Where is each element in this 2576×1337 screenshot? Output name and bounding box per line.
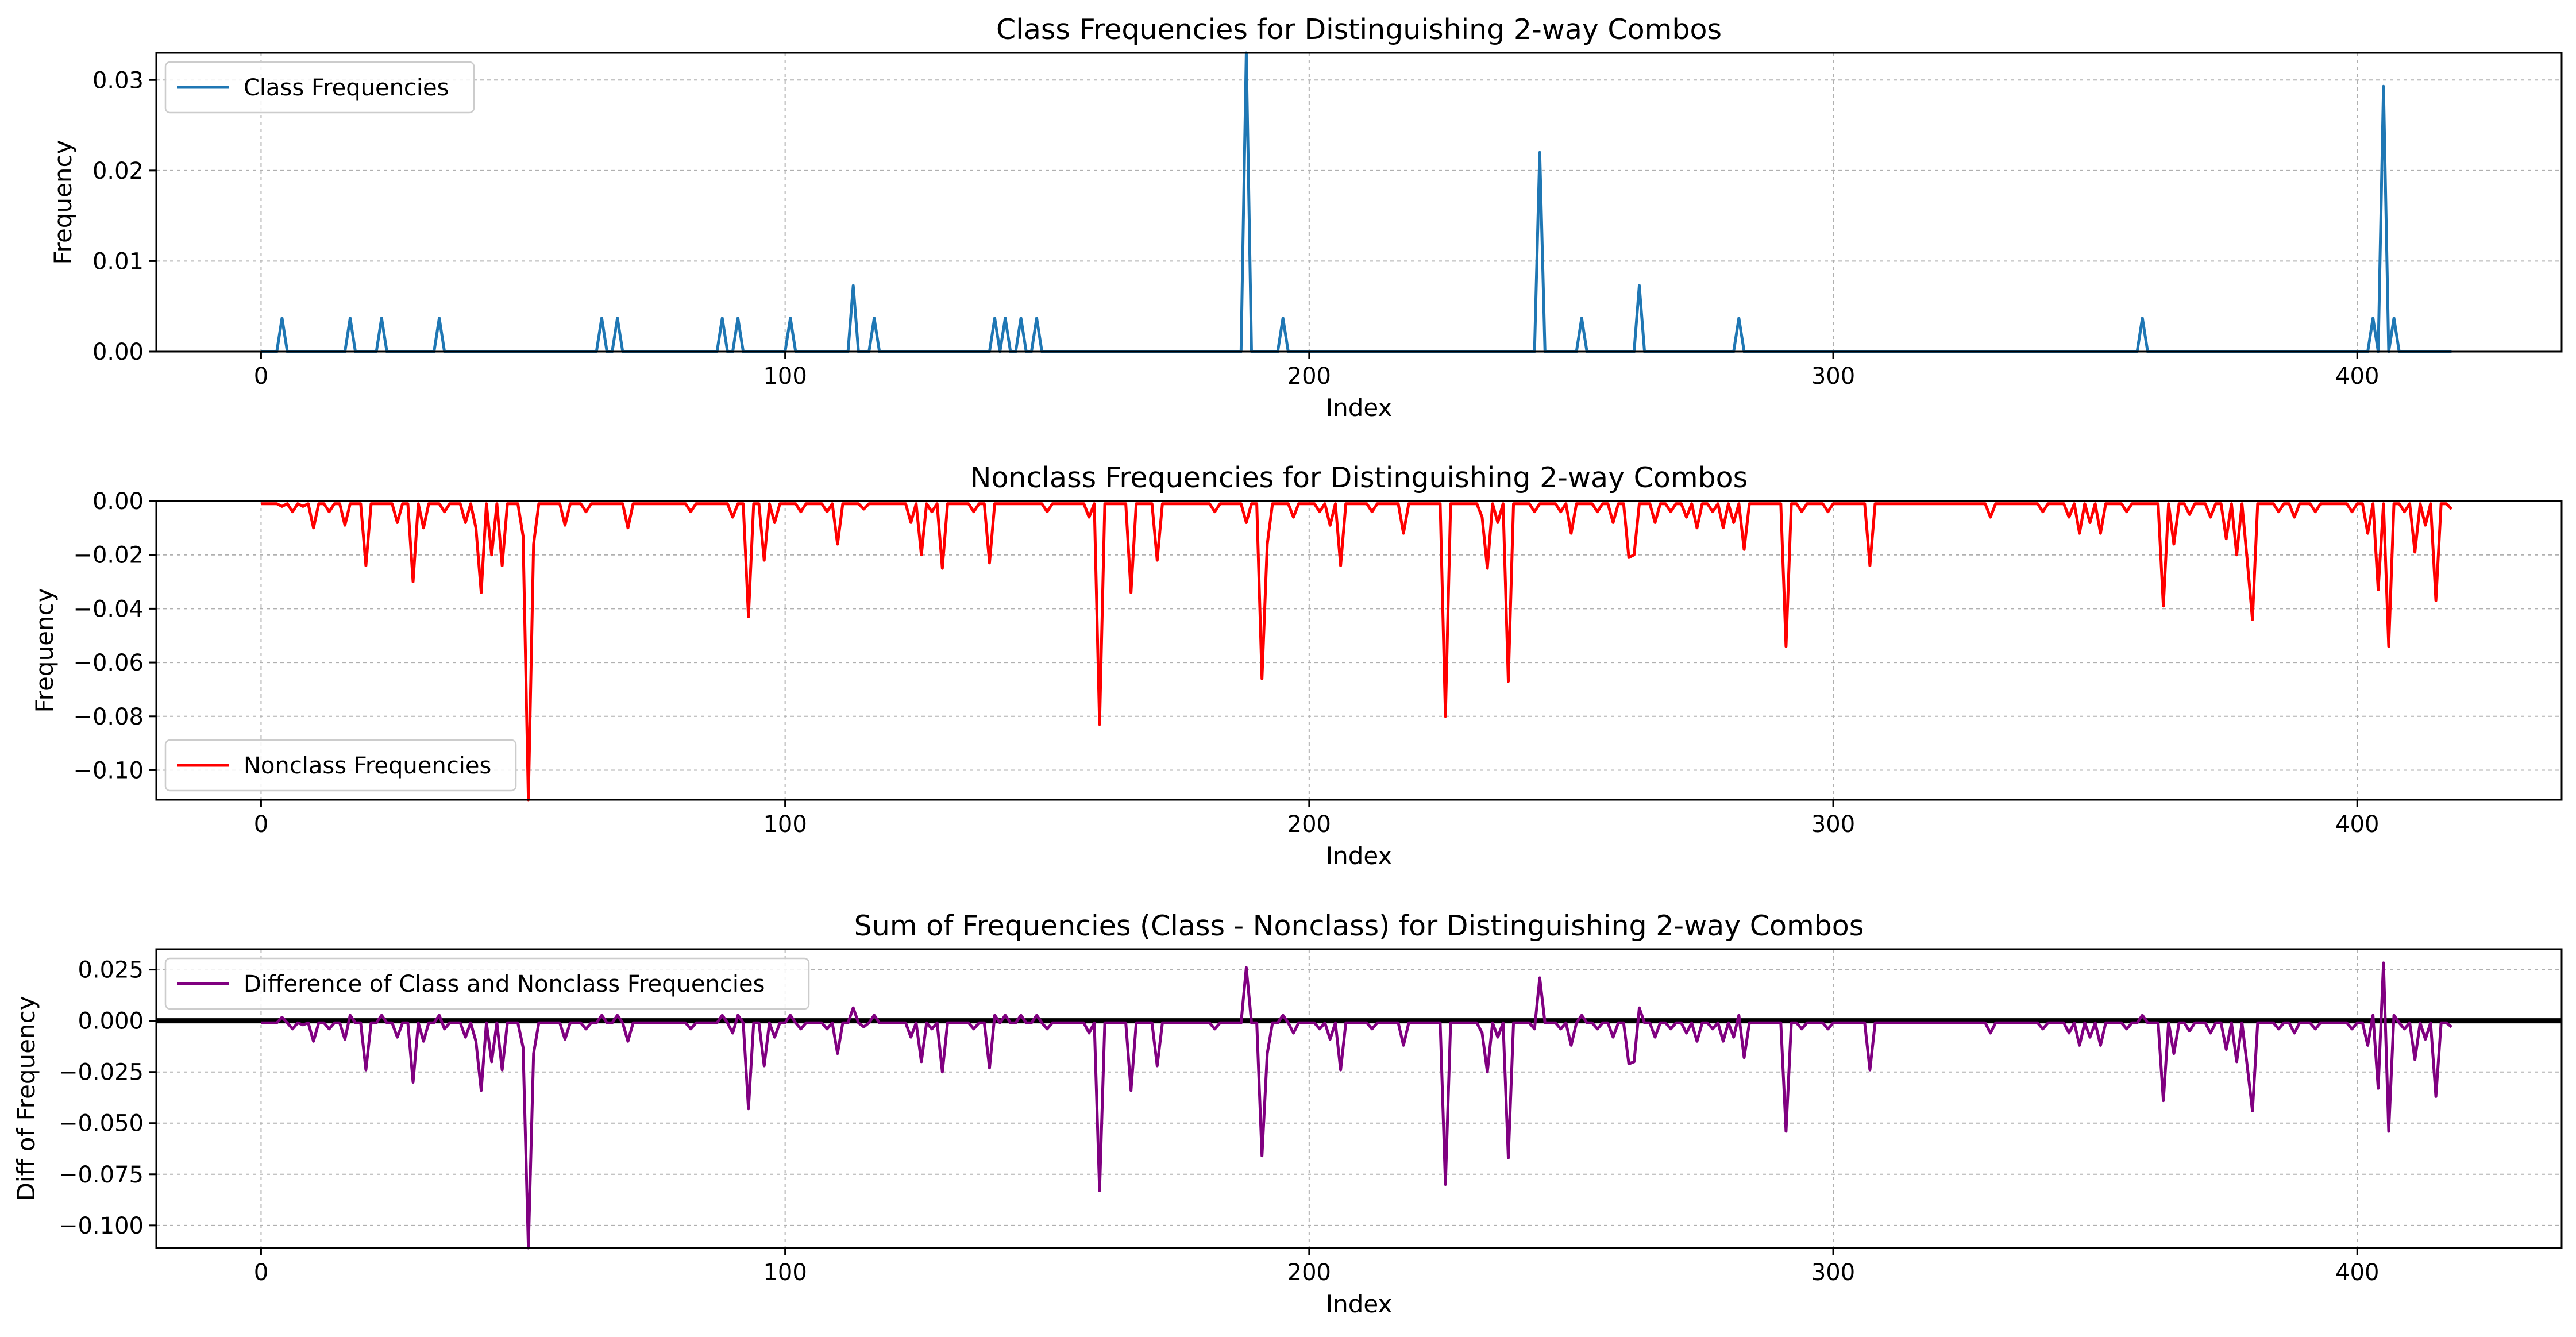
chart-title: Sum of Frequencies (Class - Nonclass) fo…: [854, 910, 1864, 942]
axes-frame: [155, 52, 2563, 353]
y-tick-label: −0.025: [59, 1059, 144, 1086]
y-tick-label: 0.00: [92, 339, 144, 365]
x-tick-label: 100: [763, 1259, 807, 1286]
y-axis-label: Frequency: [30, 588, 59, 713]
class-frequencies-panel: 0 100 200 300 400 0.00 0.01 0.02 0.03 Class Freq…: [49, 13, 2563, 422]
x-tick-label: 400: [2335, 363, 2379, 390]
x-tick-label: 100: [763, 363, 807, 390]
y-tick-label: 0.02: [92, 158, 144, 184]
y-tick-label: −0.02: [73, 542, 144, 569]
legend-label: Class Frequencies: [244, 75, 449, 101]
x-tick-label: 200: [1287, 811, 1331, 838]
x-tick-label: 0: [254, 363, 268, 390]
y-tick-label: −0.100: [59, 1213, 144, 1239]
x-tick-label: 100: [763, 811, 807, 838]
y-tick-label: 0.025: [78, 957, 144, 984]
x-tick-label: 200: [1287, 1259, 1331, 1286]
legend: Difference of Class and Nonclass Frequen…: [164, 957, 810, 1010]
x-tick-label: 300: [1811, 1259, 1855, 1286]
y-tick-label: 0.03: [92, 67, 144, 94]
legend-box: [164, 61, 475, 114]
x-tick-label: 200: [1287, 363, 1331, 390]
y-tick-label: 0.00: [92, 488, 144, 515]
x-tick-label: 0: [254, 1259, 268, 1286]
x-tick-label: 300: [1811, 363, 1855, 390]
y-tick-label: −0.075: [59, 1162, 144, 1188]
x-tick-label: 400: [2335, 1259, 2379, 1286]
y-tick-label: −0.08: [73, 704, 144, 730]
y-tick-label: 0.000: [78, 1008, 144, 1035]
y-tick-label: −0.10: [73, 757, 144, 784]
y-tick-label: 0.01: [92, 248, 144, 275]
y-tick-label: −0.06: [73, 650, 144, 676]
legend-box: [164, 957, 810, 1010]
x-tick-label: 0: [254, 811, 268, 838]
y-axis-label: Diff of Frequency: [12, 996, 40, 1201]
legend: Nonclass Frequencies: [164, 739, 517, 792]
legend-box: [164, 739, 517, 792]
difference-panel: 0 100 200 300 400 −0.100 −0.075 −0.050 −0.025 0.0…: [12, 910, 2563, 1318]
y-axis-label: Frequency: [49, 140, 77, 265]
x-axis-label: Index: [1326, 842, 1393, 870]
nonclass-frequencies-panel: 0 100 200 300 400 −0.10 −0.08 −0.06 −0.04 −0.02 0.…: [30, 461, 2563, 870]
series-line: [261, 502, 2453, 802]
chart-title: Nonclass Frequencies for Distinguishing …: [970, 461, 1748, 494]
x-tick-label: 300: [1811, 811, 1855, 838]
legend-label: Difference of Class and Nonclass Frequen…: [244, 971, 765, 997]
x-axis-label: Index: [1326, 394, 1393, 422]
y-tick-label: −0.04: [73, 596, 144, 622]
chart-title: Class Frequencies for Distinguishing 2-w…: [996, 13, 1722, 46]
x-tick-label: 400: [2335, 811, 2379, 838]
series-line: [261, 961, 2452, 1250]
legend-label: Nonclass Frequencies: [244, 753, 491, 779]
x-axis-label: Index: [1326, 1290, 1393, 1318]
axes-frame: [155, 948, 2563, 1249]
y-tick-label: −0.050: [59, 1111, 144, 1137]
legend: Class Frequencies: [164, 61, 475, 114]
axes-frame: [155, 500, 2563, 801]
